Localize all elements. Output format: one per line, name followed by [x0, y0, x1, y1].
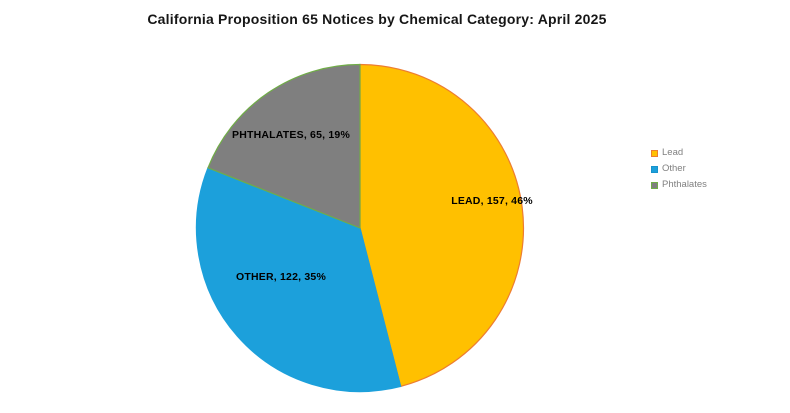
pie-slice-phthalates — [207, 63, 361, 229]
legend-swatch-other-icon — [651, 165, 658, 173]
legend-swatch-lead-icon — [651, 149, 658, 157]
pie-label-phthalates: PHTHALATES, 65, 19% — [232, 129, 350, 141]
pie-slice-other — [195, 167, 402, 393]
legend-item-other: Other — [651, 164, 707, 174]
legend-swatch-phthalates-icon — [651, 181, 658, 189]
legend-label-other: Other — [662, 163, 686, 174]
pie-label-other: OTHER, 122, 35% — [236, 271, 326, 283]
legend: Lead Other Phthalates — [651, 148, 707, 190]
legend-item-lead: Lead — [651, 148, 707, 158]
pie-label-lead: LEAD, 157, 46% — [451, 195, 533, 207]
legend-label-phthalates: Phthalates — [662, 179, 707, 190]
chart-title: California Proposition 65 Notices by Che… — [147, 11, 607, 27]
legend-item-phthalates: Phthalates — [651, 180, 707, 190]
pie-slice-lead — [359, 63, 525, 388]
legend-label-lead: Lead — [662, 147, 684, 158]
